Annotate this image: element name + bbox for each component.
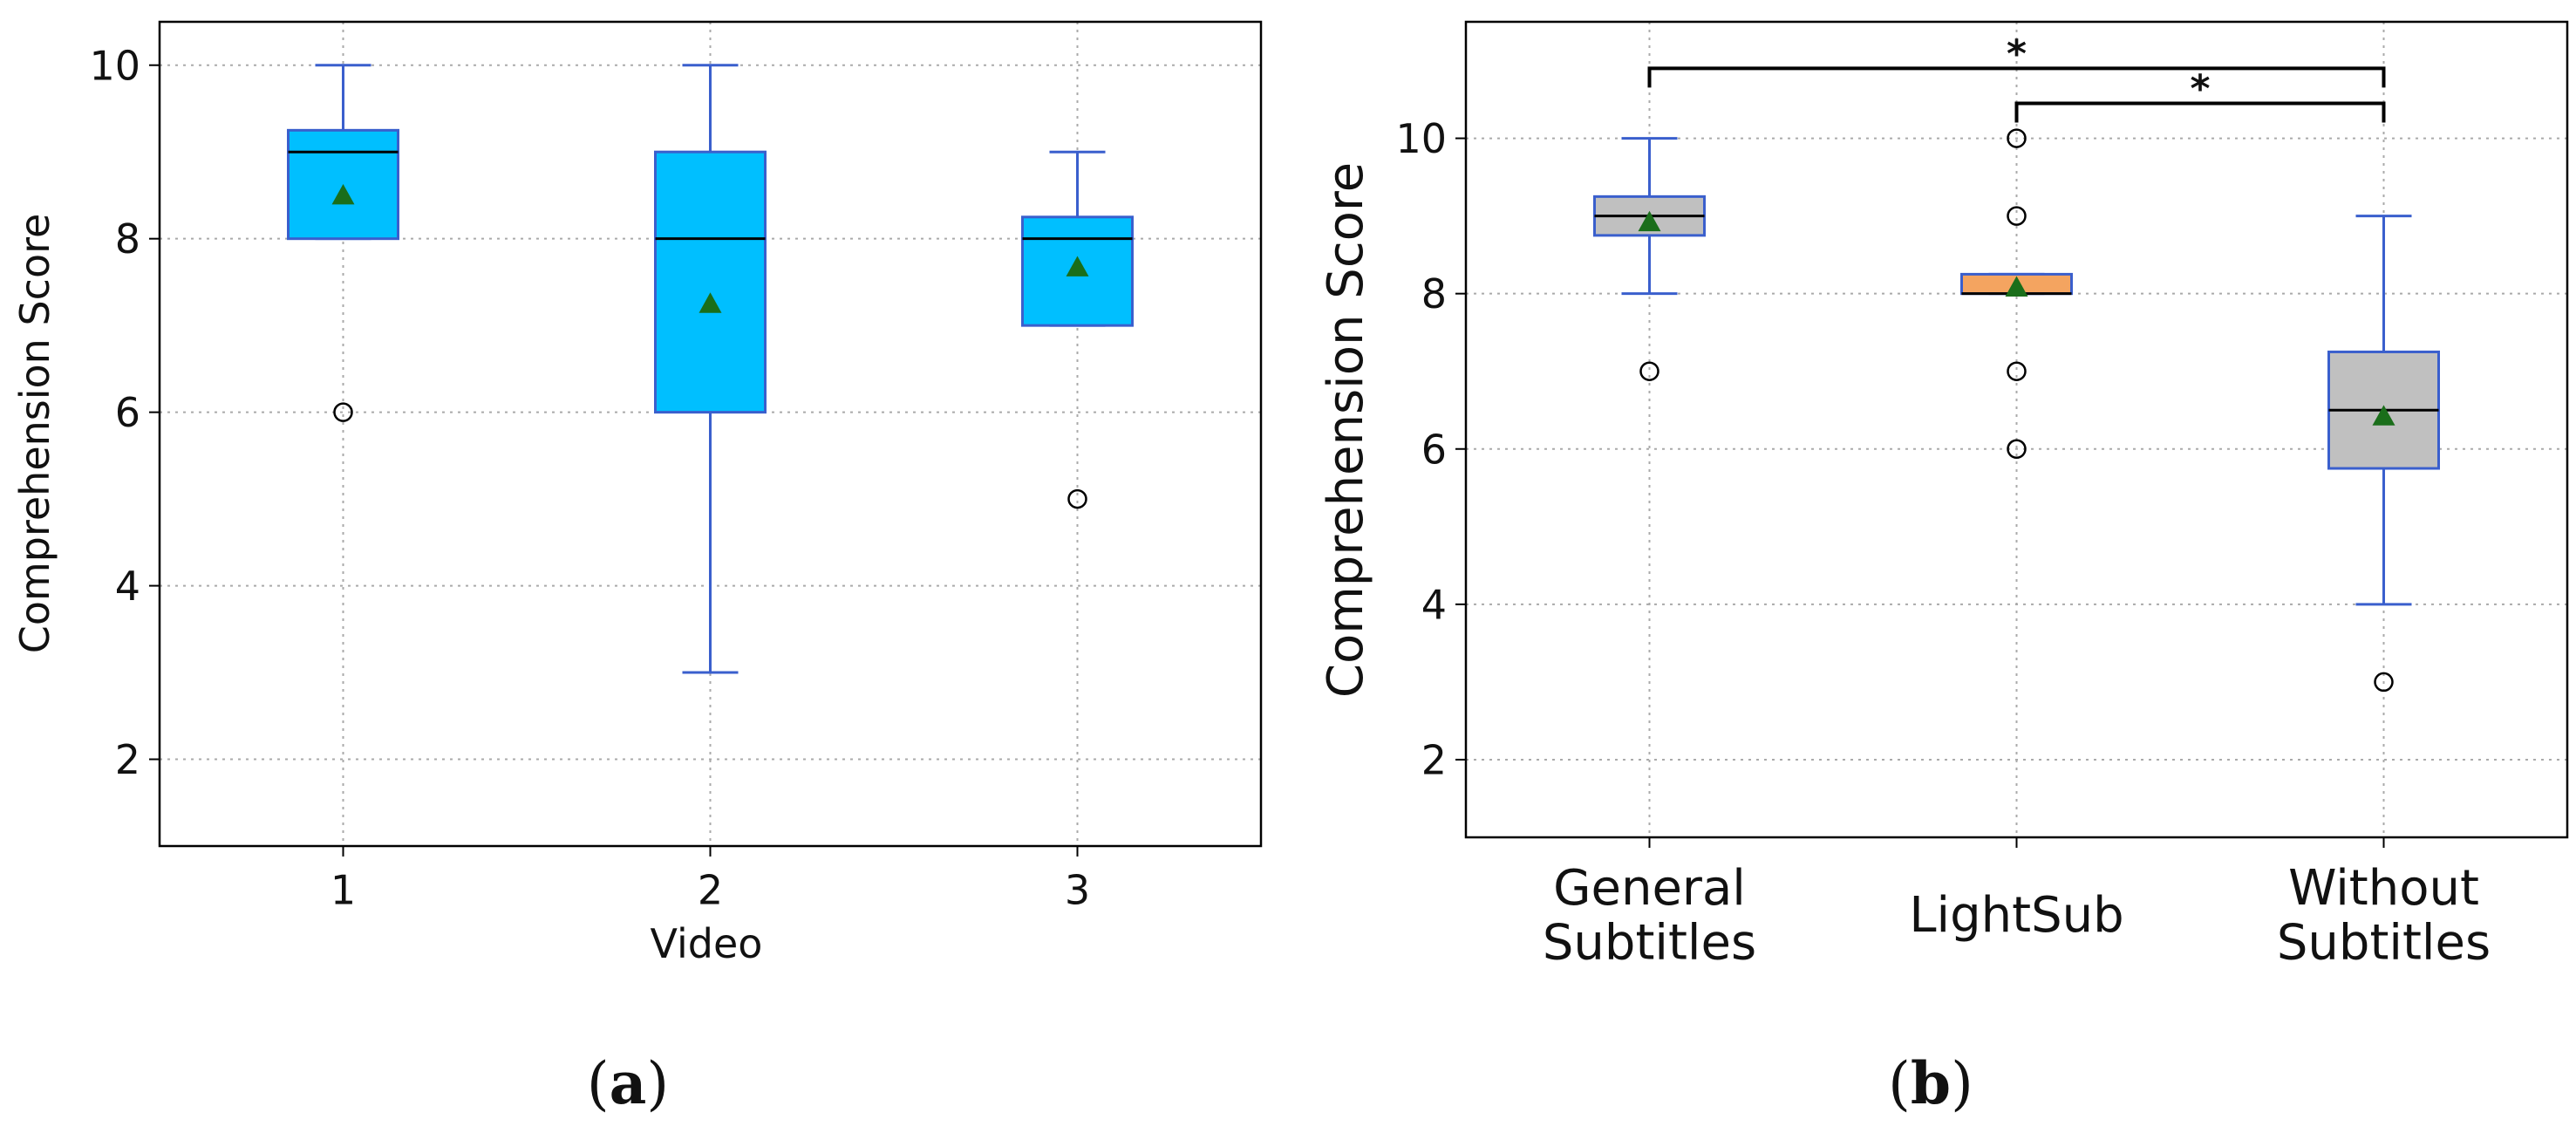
y-tick-label: 4 xyxy=(115,563,140,610)
panel-a-boxes xyxy=(287,64,1134,674)
x-tick-label: LightSub xyxy=(1909,887,2123,944)
box-group xyxy=(1021,150,1134,509)
y-tick-label: 6 xyxy=(1421,426,1447,473)
box-group xyxy=(1960,128,2073,460)
panel-b-boxes xyxy=(1593,128,2440,693)
panel-a-y-ticks: 2 4 6 8 10 xyxy=(89,42,160,783)
y-tick-label: 6 xyxy=(115,389,140,436)
significance-bracket xyxy=(1647,66,2386,88)
outlier-point xyxy=(333,402,353,422)
panel-a-x-ticks: 1 2 3 xyxy=(331,846,1090,914)
panel-b-y-ticks: 2 4 6 8 10 xyxy=(1395,115,1466,784)
y-tick-label: 2 xyxy=(115,736,140,783)
panel-a-x-axis-label: Video xyxy=(651,920,763,967)
x-tick-label: Without xyxy=(2288,860,2479,917)
outlier-point xyxy=(1639,361,1659,381)
mean-marker xyxy=(2005,276,2028,297)
y-tick-label: 10 xyxy=(89,42,140,89)
y-tick-label: 10 xyxy=(1395,115,1447,162)
panel-b-significance-brackets: ** xyxy=(1647,31,2386,123)
x-tick-label: Subtitles xyxy=(2277,915,2491,972)
panel-b-caption: (b) xyxy=(1888,1049,1973,1117)
panel-b-y-axis-label: Comprehension Score xyxy=(1318,162,1374,698)
iqr-box xyxy=(654,150,767,414)
outlier-point xyxy=(2007,361,2027,381)
box-group xyxy=(287,64,399,422)
box-group xyxy=(1593,137,1706,381)
y-tick-label: 4 xyxy=(1421,581,1447,628)
x-tick-label: General xyxy=(1553,860,1746,917)
mean-marker xyxy=(331,183,355,205)
outlier-point xyxy=(1067,488,1087,509)
box-group xyxy=(2327,215,2440,693)
outlier-point xyxy=(2007,128,2027,148)
panel-a-caption-letter: a xyxy=(610,1049,647,1117)
x-tick-label: 1 xyxy=(331,867,356,914)
panel-a-caption: (a) xyxy=(587,1049,669,1117)
mean-marker xyxy=(699,292,722,313)
mean-marker xyxy=(1638,210,1661,232)
panel-a-y-axis-label: Comprehension Score xyxy=(11,214,58,654)
x-tick-label: 3 xyxy=(1065,867,1090,914)
panel-b-caption-letter: b xyxy=(1911,1049,1951,1117)
mean-marker xyxy=(1066,256,1089,276)
outlier-point xyxy=(2374,672,2394,693)
significance-label: * xyxy=(2190,67,2210,112)
significance-bracket xyxy=(2014,101,2386,123)
y-tick-label: 8 xyxy=(1421,270,1447,317)
box-group xyxy=(654,64,767,674)
significance-label: * xyxy=(2007,31,2027,76)
y-tick-label: 8 xyxy=(115,215,140,263)
outlier-point xyxy=(2007,206,2027,226)
x-tick-label: Subtitles xyxy=(1543,915,1756,972)
y-tick-label: 2 xyxy=(1421,737,1447,784)
outlier-point xyxy=(2007,439,2027,460)
x-tick-label: 2 xyxy=(698,867,723,914)
mean-marker xyxy=(2372,405,2395,426)
